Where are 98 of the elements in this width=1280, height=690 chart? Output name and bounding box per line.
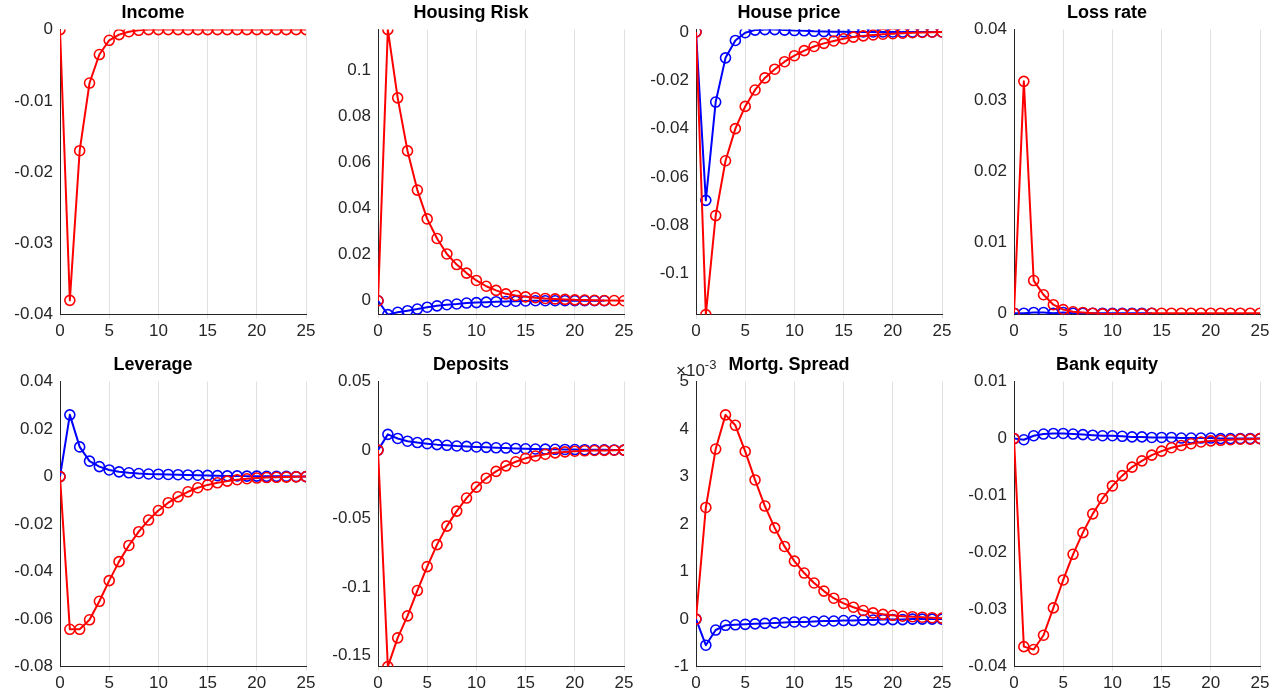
x-tick-label: 25 (296, 673, 316, 690)
y-tick-label: 0 (361, 439, 371, 459)
y-tick-label: 0.02 (973, 161, 1007, 181)
x-tick-label: 10 (1102, 673, 1122, 690)
y-tick-label: 1 (679, 561, 689, 581)
x-tick-label: 5 (1058, 673, 1068, 690)
chart-title: Bank equity (1055, 353, 1159, 374)
x-tick-label: 10 (466, 321, 486, 341)
x-tick-label: 20 (883, 673, 903, 690)
chart-title: Income (121, 1, 185, 22)
y-tick-label: 0.03 (973, 90, 1007, 110)
y-tick-label: -0.04 (14, 561, 53, 581)
y-tick-label: 0.02 (337, 244, 371, 264)
x-tick-label: 15 (1152, 321, 1172, 341)
chart-title: Housing Risk (413, 1, 530, 22)
x-tick-label: 20 (1201, 321, 1221, 341)
y-tick-label: -0.06 (14, 608, 53, 628)
y-tick-label: 0 (997, 302, 1007, 322)
x-tick-label: 0 (373, 673, 383, 690)
x-tick-label: 20 (247, 321, 267, 341)
y-tick-label: -0.06 (650, 166, 689, 186)
chart-title: House price (737, 1, 841, 22)
y-tick-label: -0.02 (14, 513, 53, 533)
x-tick-label: 5 (740, 673, 750, 690)
y-tick-label: 3 (679, 466, 689, 486)
y-tick-label: -0.05 (332, 508, 371, 528)
y-tick-label: 0 (679, 21, 689, 41)
x-tick-label: 20 (565, 321, 585, 341)
x-tick-label: 15 (198, 321, 218, 341)
chart-title: Loss rate (1066, 1, 1148, 22)
x-tick-label: 5 (422, 321, 432, 341)
y-tick-label: 0.1 (347, 59, 371, 79)
x-tick-label: 20 (1201, 673, 1221, 690)
y-tick-label: -0.03 (14, 233, 53, 253)
x-tick-label: 15 (516, 673, 536, 690)
y-tick-label: -0.03 (968, 599, 1007, 619)
x-tick-label: 5 (1058, 321, 1068, 341)
y-tick-label: -0.02 (14, 161, 53, 181)
y-tick-label: -0.04 (968, 656, 1007, 676)
y-tick-label: 0.04 (19, 371, 53, 391)
y-tick-label: 0.01 (973, 371, 1007, 391)
y-tick-label: 0 (997, 428, 1007, 448)
y-tick-label: 2 (679, 513, 689, 533)
y-tick-label: 0.06 (337, 152, 371, 172)
x-tick-label: 15 (1152, 673, 1172, 690)
y-tick-label: 0 (361, 290, 371, 310)
x-tick-label: 15 (834, 321, 854, 341)
y-tick-label: 0.04 (337, 198, 371, 218)
y-tick-label: -0.01 (14, 90, 53, 110)
y-tick-label: -0.08 (14, 656, 53, 676)
y-tick-label: -0.1 (341, 576, 371, 596)
x-tick-label: 15 (516, 321, 536, 341)
y-tick-label: 0 (43, 466, 53, 486)
x-tick-label: 0 (691, 673, 701, 690)
y-tick-label: 0.01 (973, 231, 1007, 251)
x-tick-label: 25 (932, 673, 952, 690)
y-tick-label: -0.02 (968, 542, 1007, 562)
x-tick-label: 5 (104, 673, 114, 690)
x-tick-label: 5 (422, 673, 432, 690)
x-tick-label: 10 (1102, 321, 1122, 341)
y-tick-label: 0.02 (19, 418, 53, 438)
chart-title: Leverage (113, 353, 193, 374)
x-tick-label: 25 (614, 673, 634, 690)
x-tick-label: 5 (104, 321, 114, 341)
x-tick-label: 20 (883, 321, 903, 341)
y-tick-label: -0.08 (650, 214, 689, 234)
x-tick-label: 25 (1250, 321, 1270, 341)
chart-title: Mortg. Spread (728, 353, 850, 374)
x-tick-label: 25 (614, 321, 634, 341)
x-tick-label: 25 (296, 321, 316, 341)
y-tick-label: -0.04 (14, 304, 53, 324)
y-tick-label: -1 (673, 656, 689, 676)
y-tick-label: -0.15 (332, 645, 371, 665)
x-tick-label: 20 (247, 673, 267, 690)
y-tick-label: 0 (679, 608, 689, 628)
x-tick-label: 25 (932, 321, 952, 341)
y-tick-label: -0.04 (650, 118, 689, 138)
x-tick-label: 10 (784, 673, 804, 690)
y-tick-label: -0.02 (650, 70, 689, 90)
x-tick-label: 25 (1250, 673, 1270, 690)
x-tick-label: 10 (784, 321, 804, 341)
y-tick-label: -0.1 (659, 263, 689, 283)
y-tick-label: 0 (43, 19, 53, 39)
chart-title: Deposits (432, 353, 510, 374)
y-tick-label: 4 (679, 418, 689, 438)
x-tick-label: 20 (565, 673, 585, 690)
x-tick-label: 15 (834, 673, 854, 690)
y-tick-label: 0.08 (337, 105, 371, 125)
y-tick-label: 0.04 (973, 19, 1007, 39)
x-tick-label: 0 (1009, 673, 1019, 690)
x-tick-label: 10 (148, 321, 168, 341)
x-tick-label: 10 (466, 673, 486, 690)
y-tick-label: 0.05 (337, 371, 371, 391)
x-tick-label: 0 (55, 673, 65, 690)
x-tick-label: 10 (148, 673, 168, 690)
x-tick-label: 5 (740, 321, 750, 341)
y-tick-label: -0.01 (968, 485, 1007, 505)
x-tick-label: 15 (198, 673, 218, 690)
